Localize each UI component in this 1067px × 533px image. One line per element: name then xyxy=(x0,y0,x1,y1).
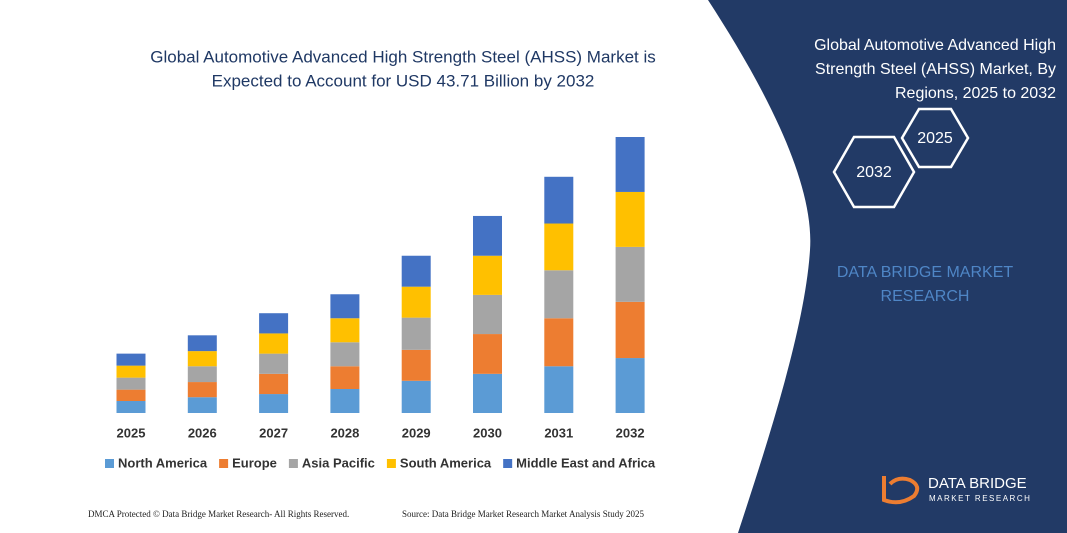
bar-segment xyxy=(401,255,431,287)
x-tick-label: 2027 xyxy=(259,425,288,440)
hexagon-label: 2025 xyxy=(917,130,953,147)
panel-title: Regions, 2025 to 2032 xyxy=(895,85,1056,102)
side-panel xyxy=(708,0,1067,533)
x-tick-label: 2028 xyxy=(330,425,359,440)
bar-segment xyxy=(544,318,574,367)
bar-segment xyxy=(401,286,431,318)
bar-segment xyxy=(473,294,502,335)
logo-tagline: MARKET RESEARCH xyxy=(929,494,1031,503)
x-tick-label: 2026 xyxy=(188,425,217,440)
chart-title: Expected to Account for USD 43.71 Billio… xyxy=(212,71,595,90)
legend-swatch xyxy=(288,459,298,468)
bar-segment xyxy=(116,401,146,413)
x-tick-label: 2025 xyxy=(117,425,146,440)
bar-segment xyxy=(187,366,217,383)
footer-right: Source: Data Bridge Market Research Mark… xyxy=(402,509,644,519)
legend-swatch xyxy=(105,459,114,468)
bar-segment xyxy=(401,380,431,413)
bar-segment xyxy=(473,373,502,413)
bar-segment xyxy=(544,270,574,319)
legend-label: South America xyxy=(400,455,492,470)
legend-swatch xyxy=(219,459,229,468)
logo-name: DATA BRIDGE xyxy=(928,475,1027,492)
bar-segment xyxy=(116,353,146,366)
bar-segment xyxy=(544,366,574,413)
legend-label: Asia Pacific xyxy=(302,455,375,470)
legend-label: Europe xyxy=(232,455,277,470)
x-tick-label: 2029 xyxy=(402,425,431,440)
legend-label: Middle East and Africa xyxy=(516,455,656,470)
bar-segment xyxy=(330,294,360,319)
legend-label: North America xyxy=(118,455,208,470)
bar-segment xyxy=(259,353,289,374)
bar-segment xyxy=(187,351,217,367)
bar-segment xyxy=(116,389,146,401)
logo-icon xyxy=(882,476,920,505)
hexagon xyxy=(900,107,970,169)
bar-segment xyxy=(615,301,645,359)
bar-segment xyxy=(473,255,502,295)
bar-segment xyxy=(544,223,574,271)
bar-segment xyxy=(401,317,431,350)
bar-segment xyxy=(615,246,645,302)
bar-segment xyxy=(259,313,289,334)
bar-segment xyxy=(615,358,645,413)
bar-segment xyxy=(259,373,289,395)
footer-left: DMCA Protected © Data Bridge Market Rese… xyxy=(88,509,349,519)
legend-swatch xyxy=(386,459,396,468)
panel-title: Strength Steel (AHSS) Market, By xyxy=(815,61,1056,78)
bar-segment xyxy=(187,397,217,413)
hexagon-label: 2032 xyxy=(856,164,892,181)
bar-segment xyxy=(473,334,502,374)
bar-segment xyxy=(473,215,502,256)
bar-segment xyxy=(259,333,289,354)
bar-segment xyxy=(544,176,574,224)
x-tick-label: 2032 xyxy=(616,425,645,440)
x-tick-label: 2030 xyxy=(473,425,502,440)
bar-segment xyxy=(330,342,360,367)
bar-segment xyxy=(259,394,289,413)
bar-segment xyxy=(401,349,431,381)
bar-segment xyxy=(187,382,217,398)
legend-swatch xyxy=(503,459,513,468)
bar-segment xyxy=(330,366,360,389)
x-tick-label: 2031 xyxy=(544,425,573,440)
bar-segment xyxy=(116,377,146,390)
panel-title: Global Automotive Advanced High xyxy=(814,37,1056,54)
bar-segment xyxy=(330,389,360,413)
bar-segment xyxy=(330,318,360,343)
bar-segment xyxy=(615,137,645,192)
brand-text: RESEARCH xyxy=(881,288,970,305)
brand-text: DATA BRIDGE MARKET xyxy=(837,264,1014,281)
chart-title: Global Automotive Advanced High Strength… xyxy=(150,47,656,66)
hexagon xyxy=(832,135,916,209)
bar-segment xyxy=(615,191,645,247)
bar-segment xyxy=(116,365,146,378)
bar-segment xyxy=(187,335,217,352)
